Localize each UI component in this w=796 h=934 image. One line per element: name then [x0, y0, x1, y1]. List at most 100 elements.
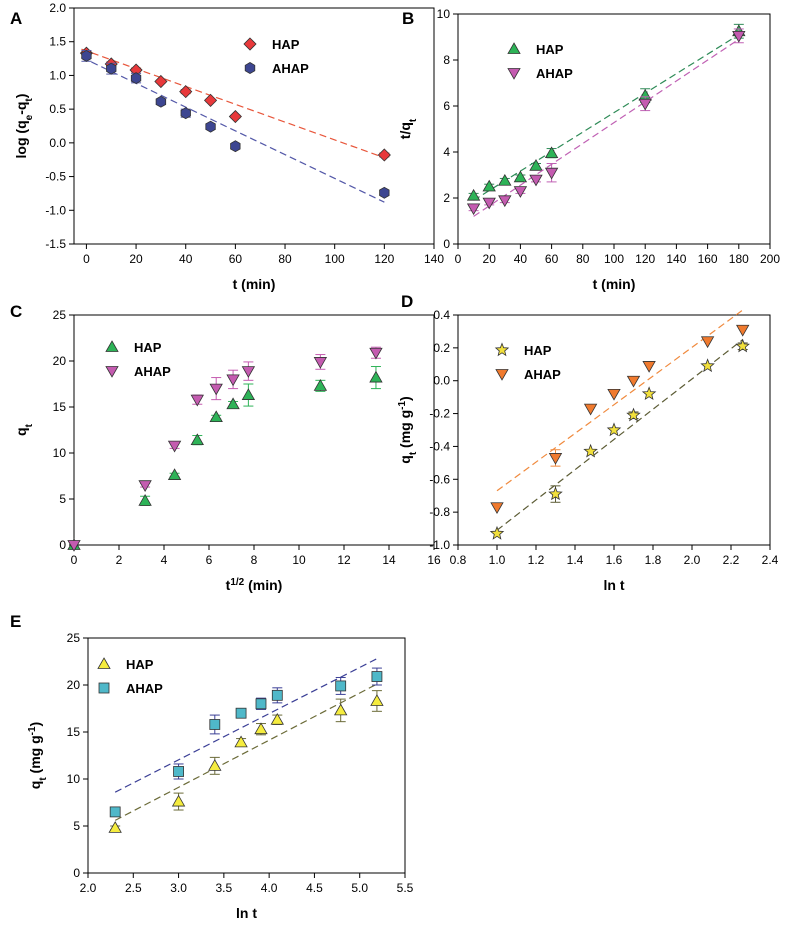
y-tick-label: 4 [443, 145, 450, 159]
y-tick-label: 25 [53, 308, 67, 322]
y-label-end: ) [397, 396, 413, 401]
x-tick-label: 5.5 [397, 881, 414, 895]
y-tick-label: 0 [73, 866, 80, 880]
y-label-end: ) [27, 722, 43, 727]
data-point [167, 468, 182, 480]
x-tick-label: 2.5 [125, 881, 142, 895]
x-label-main: t [226, 577, 231, 593]
fit-line [496, 309, 744, 492]
legend-marker [494, 342, 510, 357]
data-point [230, 140, 241, 153]
x-tick-label: 4.5 [306, 881, 323, 895]
x-tick-label: 120 [374, 252, 394, 266]
panel-letter: D [401, 292, 413, 311]
panel-letter: C [10, 302, 22, 321]
series-hap [108, 683, 384, 833]
x-tick-label: 2.0 [684, 553, 701, 567]
x-tick-label: 5.0 [351, 881, 368, 895]
data-point [208, 759, 222, 771]
fit-line [473, 38, 740, 217]
data-point [138, 494, 152, 506]
data-point [335, 680, 347, 692]
legend-label: HAP [126, 657, 154, 672]
y-tick-label: 6 [443, 99, 450, 113]
plot-frame [87, 637, 406, 874]
y-axis-label: qt [13, 423, 35, 436]
x-tick-label: 20 [129, 252, 143, 266]
data-point [482, 179, 496, 192]
data-point [513, 170, 528, 183]
x-tick-label: 0 [83, 252, 90, 266]
x-tick-label: 40 [514, 252, 528, 266]
data-point [498, 173, 512, 186]
data-point [466, 188, 481, 201]
x-tick-label: 100 [325, 252, 345, 266]
data-point [130, 72, 142, 85]
x-tick-label: 80 [278, 252, 292, 266]
legend-marker [243, 37, 257, 51]
fit-line [496, 339, 744, 531]
y-label-sub: t [408, 451, 419, 455]
data-point [700, 336, 715, 349]
data-point [370, 694, 384, 706]
y-tick-label: 25 [67, 631, 81, 645]
series-hap [67, 366, 383, 550]
panel-letter: A [10, 9, 22, 28]
y-label-mid: (mg g [27, 735, 43, 777]
x-tick-label: 1.2 [528, 553, 545, 567]
x-tick-label: 40 [179, 252, 193, 266]
panel-b: B 0 20 40 60 80 100 120 140 160 180 200 0 2 4 6 8 10 t (mi… [397, 7, 780, 292]
x-tick-label: 60 [229, 252, 243, 266]
x-axis-label: ln t [604, 577, 625, 593]
y-axis-label: qt (mg g-1) [397, 396, 419, 463]
data-point [154, 74, 168, 89]
data-point [379, 186, 390, 199]
y-label-sub: e [24, 114, 35, 120]
legend-label: AHAP [272, 61, 309, 76]
data-point [235, 707, 247, 719]
panel-e: E 2.0 2.5 3.0 3.5 4.0 4.5 5.0 5.5 0 5 10 15 20 25 ln t q… [10, 612, 414, 921]
y-axis-label: log (qe-qt) [13, 94, 35, 159]
data-point [203, 93, 218, 107]
data-point [81, 49, 92, 62]
data-point [548, 453, 563, 465]
x-tick-label: 0 [71, 553, 78, 567]
fit-line [114, 658, 378, 793]
data-point [544, 146, 559, 159]
y-tick-label: 8 [443, 53, 450, 67]
data-point [180, 107, 191, 120]
data-point [548, 486, 563, 501]
data-point [209, 410, 223, 423]
data-point [700, 358, 715, 373]
y-tick-label: 10 [437, 7, 451, 21]
panel-d: D 0.8 1.0 1.2 1.4 1.6 1.8 2.0 2.2 2.4 -1.0 -0.8 -0.6… [397, 292, 779, 593]
x-tick-label: 80 [576, 252, 590, 266]
y-tick-label: 0.4 [433, 308, 450, 322]
data-point [254, 722, 268, 735]
series-ahap [490, 309, 750, 515]
legend-label: AHAP [536, 66, 573, 81]
data-point [228, 109, 242, 124]
legend-marker [507, 68, 521, 80]
x-tick-label: 0.8 [450, 553, 467, 567]
y-label-sup: -1 [397, 401, 408, 410]
y-tick-label: 5 [73, 819, 80, 833]
data-point [226, 397, 240, 410]
y-axis-label: t/qt [397, 118, 419, 139]
series-ahap [67, 346, 383, 552]
data-point [106, 62, 117, 75]
x-axis-label: ln t [236, 905, 257, 921]
data-point [735, 338, 750, 353]
data-point [641, 386, 657, 400]
y-label-sub: t [38, 777, 49, 781]
data-point [209, 383, 223, 396]
data-point [607, 388, 621, 401]
y-label-main: log (q [13, 120, 29, 158]
y-label-sup: -1 [27, 726, 38, 735]
data-point [529, 158, 543, 171]
y-label-main: q [27, 781, 43, 790]
x-tick-label: 1.0 [489, 553, 506, 567]
data-point [190, 433, 204, 446]
x-tick-label: 1.4 [567, 553, 584, 567]
